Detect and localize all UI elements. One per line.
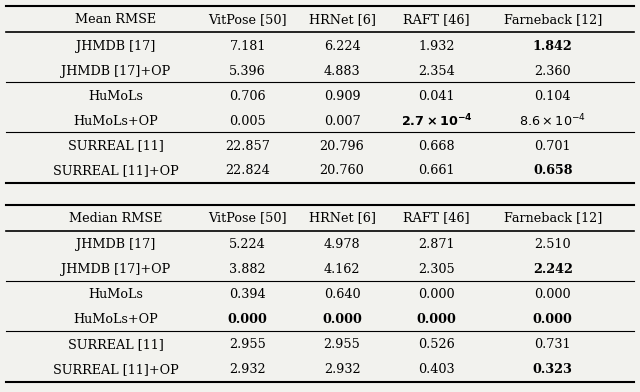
Text: 0.041: 0.041 bbox=[418, 90, 454, 103]
Text: 4.883: 4.883 bbox=[324, 65, 360, 78]
Text: 0.701: 0.701 bbox=[534, 140, 571, 152]
Text: 4.162: 4.162 bbox=[324, 263, 360, 276]
Text: VitPose [50]: VitPose [50] bbox=[209, 13, 287, 26]
Text: HRNet [6]: HRNet [6] bbox=[308, 13, 376, 26]
Text: 2.932: 2.932 bbox=[229, 363, 266, 376]
Text: SURREAL [11]: SURREAL [11] bbox=[68, 140, 164, 152]
Text: Median RMSE: Median RMSE bbox=[69, 212, 163, 225]
Text: 2.510: 2.510 bbox=[534, 238, 571, 252]
Text: 0.000: 0.000 bbox=[532, 313, 573, 326]
Text: 2.955: 2.955 bbox=[324, 338, 360, 351]
Text: 5.224: 5.224 bbox=[229, 238, 266, 252]
Text: 0.000: 0.000 bbox=[417, 313, 456, 326]
Text: 0.526: 0.526 bbox=[418, 338, 454, 351]
Text: 0.000: 0.000 bbox=[322, 313, 362, 326]
Text: 6.224: 6.224 bbox=[324, 40, 360, 53]
Text: 0.731: 0.731 bbox=[534, 338, 571, 351]
Text: JHMDB [17]+OP: JHMDB [17]+OP bbox=[61, 263, 170, 276]
Text: HuMoLs+OP: HuMoLs+OP bbox=[73, 313, 158, 326]
Text: 0.658: 0.658 bbox=[533, 165, 572, 178]
Text: Farneback [12]: Farneback [12] bbox=[504, 13, 602, 26]
Text: 2.242: 2.242 bbox=[532, 263, 573, 276]
Text: 1.842: 1.842 bbox=[533, 40, 573, 53]
Text: HuMoLs: HuMoLs bbox=[88, 90, 143, 103]
Text: SURREAL [11]+OP: SURREAL [11]+OP bbox=[52, 165, 179, 178]
Text: $8.6 \times 10^{-4}$: $8.6 \times 10^{-4}$ bbox=[519, 113, 586, 129]
Text: 5.396: 5.396 bbox=[229, 65, 266, 78]
Text: RAFT [46]: RAFT [46] bbox=[403, 13, 470, 26]
Text: 0.005: 0.005 bbox=[229, 114, 266, 127]
Text: VitPose [50]: VitPose [50] bbox=[209, 212, 287, 225]
Text: $\mathbf{2.7 \times 10^{-4}}$: $\mathbf{2.7 \times 10^{-4}}$ bbox=[401, 113, 472, 129]
Text: 0.000: 0.000 bbox=[228, 313, 268, 326]
Text: 22.857: 22.857 bbox=[225, 140, 270, 152]
Text: 0.640: 0.640 bbox=[324, 289, 360, 301]
Text: RAFT [46]: RAFT [46] bbox=[403, 212, 470, 225]
Text: SURREAL [11]+OP: SURREAL [11]+OP bbox=[52, 363, 179, 376]
Text: 0.323: 0.323 bbox=[532, 363, 573, 376]
Text: 0.403: 0.403 bbox=[418, 363, 454, 376]
Text: 2.305: 2.305 bbox=[418, 263, 454, 276]
Text: 1.932: 1.932 bbox=[418, 40, 454, 53]
Text: 0.706: 0.706 bbox=[229, 90, 266, 103]
Text: HRNet [6]: HRNet [6] bbox=[308, 212, 376, 225]
Text: 0.661: 0.661 bbox=[418, 165, 454, 178]
Text: 0.000: 0.000 bbox=[418, 289, 454, 301]
Text: Farneback [12]: Farneback [12] bbox=[504, 212, 602, 225]
Text: 0.000: 0.000 bbox=[534, 289, 571, 301]
Text: JHMDB [17]: JHMDB [17] bbox=[76, 40, 156, 53]
Text: SURREAL [11]: SURREAL [11] bbox=[68, 338, 164, 351]
Text: HuMoLs+OP: HuMoLs+OP bbox=[73, 114, 158, 127]
Text: 22.824: 22.824 bbox=[225, 165, 270, 178]
Text: 2.932: 2.932 bbox=[324, 363, 360, 376]
Text: Mean RMSE: Mean RMSE bbox=[75, 13, 156, 26]
Text: 3.882: 3.882 bbox=[229, 263, 266, 276]
Text: 0.668: 0.668 bbox=[418, 140, 454, 152]
Text: 0.104: 0.104 bbox=[534, 90, 571, 103]
Text: 0.007: 0.007 bbox=[324, 114, 360, 127]
Text: 0.909: 0.909 bbox=[324, 90, 360, 103]
Text: 7.181: 7.181 bbox=[230, 40, 266, 53]
Text: 2.360: 2.360 bbox=[534, 65, 571, 78]
Text: JHMDB [17]: JHMDB [17] bbox=[76, 238, 156, 252]
Text: 0.394: 0.394 bbox=[229, 289, 266, 301]
Text: 2.354: 2.354 bbox=[418, 65, 454, 78]
Text: 20.796: 20.796 bbox=[319, 140, 364, 152]
Text: JHMDB [17]+OP: JHMDB [17]+OP bbox=[61, 65, 170, 78]
Text: 20.760: 20.760 bbox=[319, 165, 364, 178]
Text: 4.978: 4.978 bbox=[324, 238, 360, 252]
Text: 2.871: 2.871 bbox=[418, 238, 454, 252]
Text: HuMoLs: HuMoLs bbox=[88, 289, 143, 301]
Text: 2.955: 2.955 bbox=[229, 338, 266, 351]
